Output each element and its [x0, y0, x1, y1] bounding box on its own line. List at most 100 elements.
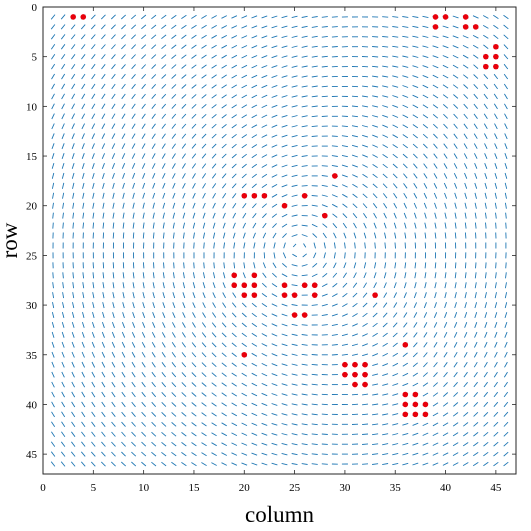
- field-arrow: [463, 123, 468, 129]
- field-arrow: [372, 95, 379, 98]
- field-arrow: [442, 64, 449, 69]
- field-arrow: [301, 135, 308, 138]
- field-arrow: [404, 262, 407, 269]
- field-arrow: [372, 144, 378, 148]
- field-arrow: [372, 164, 378, 168]
- field-arrow: [151, 64, 157, 70]
- field-arrow: [432, 422, 439, 427]
- field-arrow: [102, 282, 105, 289]
- field-arrow: [291, 323, 298, 327]
- field-arrow: [443, 322, 448, 328]
- field-arrow: [341, 353, 348, 356]
- field-arrow: [181, 422, 187, 427]
- field-arrow: [231, 183, 237, 189]
- point-marker: [291, 292, 298, 298]
- field-arrow: [504, 361, 508, 368]
- field-arrow: [484, 153, 488, 159]
- field-arrow: [152, 322, 156, 328]
- field-arrow: [132, 182, 136, 189]
- field-arrow: [122, 232, 125, 239]
- field-arrow: [464, 182, 468, 189]
- field-arrow: [503, 83, 508, 90]
- field-arrow: [443, 163, 448, 169]
- field-arrow: [331, 145, 338, 147]
- field-arrow: [473, 452, 479, 457]
- field-arrow: [271, 184, 278, 188]
- field-arrow: [301, 145, 308, 148]
- field-arrow: [151, 371, 156, 378]
- field-arrow: [61, 53, 66, 60]
- field-arrow: [261, 25, 268, 29]
- field-arrow: [311, 115, 318, 118]
- field-arrow: [151, 54, 157, 60]
- field-arrow: [182, 312, 186, 318]
- field-arrow: [494, 351, 498, 358]
- field-arrow: [473, 442, 479, 447]
- field-arrow: [121, 341, 126, 348]
- field-arrow: [423, 362, 428, 368]
- field-arrow: [291, 353, 298, 356]
- point-marker: [402, 411, 409, 418]
- field-arrow: [81, 341, 85, 348]
- field-arrow: [172, 272, 175, 279]
- field-arrow: [131, 441, 137, 447]
- field-arrow: [221, 322, 227, 328]
- field-arrow: [281, 423, 288, 426]
- field-arrow: [301, 224, 308, 227]
- field-arrow: [61, 63, 66, 70]
- field-arrow: [201, 422, 207, 427]
- field-arrow: [212, 312, 217, 318]
- field-arrow: [484, 292, 487, 299]
- field-arrow: [442, 432, 449, 437]
- field-arrow: [483, 411, 489, 417]
- field-arrow: [271, 124, 278, 128]
- field-arrow: [90, 34, 96, 40]
- field-arrow: [291, 383, 298, 386]
- point-marker: [462, 24, 469, 30]
- field-arrow: [211, 362, 217, 368]
- field-arrow: [91, 103, 96, 110]
- field-arrow: [91, 361, 96, 368]
- field-arrow: [392, 413, 399, 416]
- field-arrow: [52, 192, 55, 199]
- field-arrow: [221, 35, 228, 39]
- field-arrow: [90, 14, 96, 20]
- point-marker: [311, 292, 318, 298]
- field-arrow: [382, 413, 389, 416]
- field-arrow: [191, 34, 197, 39]
- field-arrow: [483, 401, 489, 407]
- field-arrow: [301, 95, 308, 98]
- field-arrow: [321, 85, 328, 88]
- field-arrow: [363, 272, 367, 279]
- field-arrow: [432, 45, 439, 49]
- field-arrow: [251, 55, 258, 59]
- field-arrow: [201, 332, 207, 338]
- field-arrow: [453, 153, 458, 159]
- field-arrow: [152, 173, 156, 179]
- field-arrow: [494, 341, 498, 348]
- field-arrow: [62, 222, 64, 229]
- field-arrow: [504, 202, 507, 209]
- field-arrow: [372, 453, 379, 455]
- field-arrow: [261, 114, 268, 119]
- field-arrow: [454, 312, 458, 318]
- field-arrow: [181, 392, 187, 397]
- field-arrow: [131, 64, 136, 70]
- field-arrow: [82, 212, 85, 219]
- field-arrow: [483, 421, 489, 427]
- field-arrow: [282, 263, 288, 268]
- field-arrow: [402, 163, 408, 169]
- field-arrow: [272, 223, 277, 229]
- y-tick-label: 40: [26, 399, 38, 411]
- field-arrow: [494, 123, 498, 130]
- field-arrow: [60, 451, 66, 457]
- field-arrow: [443, 143, 448, 149]
- field-arrow: [183, 262, 185, 269]
- field-arrow: [71, 103, 75, 110]
- field-arrow: [494, 282, 497, 289]
- field-arrow: [433, 372, 438, 378]
- field-arrow: [201, 15, 207, 19]
- field-arrow: [241, 402, 248, 407]
- field-arrow: [251, 25, 258, 29]
- field-arrow: [151, 103, 156, 109]
